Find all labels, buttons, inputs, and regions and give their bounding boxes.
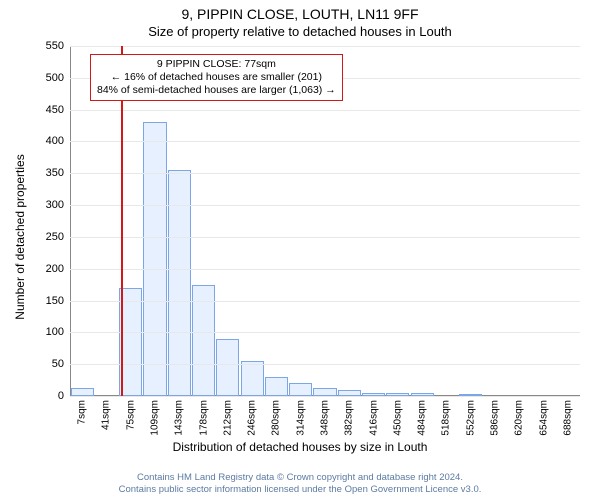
x-tick-label: 416sqm [368, 400, 379, 436]
histogram-bar [289, 383, 312, 396]
x-tick-label: 75sqm [125, 400, 136, 430]
callout-line-3: 84% of semi-detached houses are larger (… [97, 84, 336, 97]
page-title-sub: Size of property relative to detached ho… [0, 24, 600, 39]
grid-line [70, 205, 580, 206]
y-tick-label: 550 [46, 40, 64, 52]
histogram-bar [265, 377, 288, 396]
grid-line [70, 46, 580, 47]
y-tick-label: 200 [46, 263, 64, 275]
footer-line-1: Contains HM Land Registry data © Crown c… [0, 472, 600, 484]
x-tick-label: 212sqm [222, 400, 233, 436]
y-tick-label: 100 [46, 326, 64, 338]
x-tick-label: 178sqm [198, 400, 209, 436]
x-tick-label: 518sqm [441, 400, 452, 436]
grid-line [70, 269, 580, 270]
x-tick-label: 348sqm [320, 400, 331, 436]
x-tick-label: 109sqm [150, 400, 161, 436]
footer-line-2: Contains public sector information licen… [0, 484, 600, 496]
grid-line [70, 173, 580, 174]
y-tick-label: 250 [46, 231, 64, 243]
x-tick-label: 280sqm [271, 400, 282, 436]
x-tick-label: 41sqm [101, 400, 112, 430]
y-tick-label: 500 [46, 72, 64, 84]
x-tick-label: 586sqm [490, 400, 501, 436]
histogram-bar [71, 388, 94, 396]
footer-attribution: Contains HM Land Registry data © Crown c… [0, 472, 600, 496]
x-tick-label: 382sqm [344, 400, 355, 436]
x-tick-label: 314sqm [295, 400, 306, 436]
histogram-bar [168, 170, 191, 396]
histogram-bar [241, 361, 264, 396]
grid-line [70, 364, 580, 365]
page-title-main: 9, PIPPIN CLOSE, LOUTH, LN11 9FF [0, 6, 600, 22]
x-tick-label: 7sqm [77, 400, 88, 424]
callout-line-1: 9 PIPPIN CLOSE: 77sqm [97, 58, 336, 71]
x-tick-label: 688sqm [562, 400, 573, 436]
page: 9, PIPPIN CLOSE, LOUTH, LN11 9FF Size of… [0, 0, 600, 500]
grid-line [70, 396, 580, 397]
grid-line [70, 237, 580, 238]
y-axis-label: Number of detached properties [13, 67, 27, 407]
x-tick-label: 484sqm [417, 400, 428, 436]
y-tick-label: 300 [46, 199, 64, 211]
x-tick-label: 552sqm [465, 400, 476, 436]
callout-line-2: ← 16% of detached houses are smaller (20… [97, 71, 336, 84]
grid-line [70, 301, 580, 302]
y-tick-label: 400 [46, 135, 64, 147]
grid-line [70, 141, 580, 142]
grid-line [70, 110, 580, 111]
x-tick-label: 450sqm [392, 400, 403, 436]
x-tick-label: 620sqm [514, 400, 525, 436]
x-tick-label: 654sqm [538, 400, 549, 436]
x-tick-label: 143sqm [174, 400, 185, 436]
grid-line [70, 332, 580, 333]
y-tick-label: 0 [58, 390, 64, 402]
chart-plot-area: 0501001502002503003504004505005507sqm41s… [70, 46, 580, 396]
y-tick-label: 350 [46, 167, 64, 179]
histogram-bar [313, 388, 336, 396]
x-axis-label: Distribution of detached houses by size … [0, 440, 600, 454]
histogram-bar [216, 339, 239, 396]
histogram-bar [143, 122, 166, 396]
y-tick-label: 450 [46, 104, 64, 116]
y-tick-label: 150 [46, 295, 64, 307]
x-tick-label: 246sqm [247, 400, 258, 436]
marker-callout: 9 PIPPIN CLOSE: 77sqm← 16% of detached h… [90, 54, 343, 101]
y-tick-label: 50 [52, 358, 64, 370]
